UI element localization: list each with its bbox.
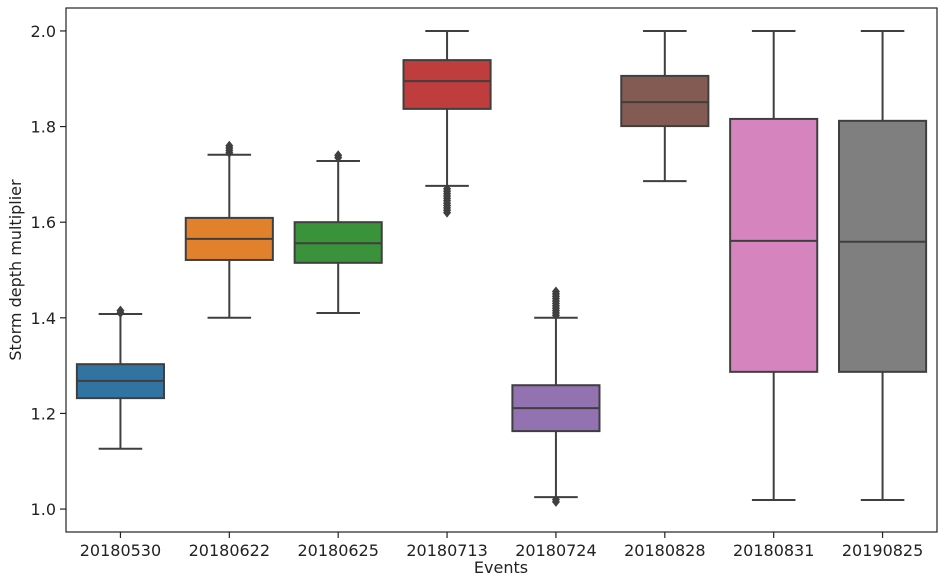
box <box>402 59 492 110</box>
y-tick-label: 1.0 <box>31 500 56 519</box>
y-tick-label: 1.6 <box>31 213 56 232</box>
flier <box>225 140 234 151</box>
y-tick-label: 1.2 <box>31 404 56 423</box>
flier <box>551 286 560 297</box>
y-axis-label: Storm depth multiplier <box>6 179 25 361</box>
box <box>620 74 710 128</box>
flier <box>443 207 452 218</box>
x-tick-label: 20180622 <box>189 541 270 560</box>
y-tick-label: 2.0 <box>31 22 56 41</box>
box <box>729 117 819 373</box>
x-tick-label: 20180713 <box>406 541 487 560</box>
y-tick-label: 1.8 <box>31 118 56 137</box>
flier <box>551 496 560 507</box>
x-tick-label: 20180724 <box>515 541 596 560</box>
plot-frame <box>65 7 938 533</box>
x-tick-label: 20180625 <box>297 541 378 560</box>
x-tick-label: 20180831 <box>733 541 814 560</box>
flier <box>116 305 125 316</box>
x-tick-label: 20190825 <box>842 541 923 560</box>
x-tick-label: 20180828 <box>624 541 705 560</box>
y-tick-label: 1.4 <box>31 309 56 328</box>
flier <box>334 150 343 161</box>
x-tick-label: 20180530 <box>80 541 161 560</box>
box <box>838 119 928 373</box>
x-axis-label: Events <box>474 558 528 577</box>
